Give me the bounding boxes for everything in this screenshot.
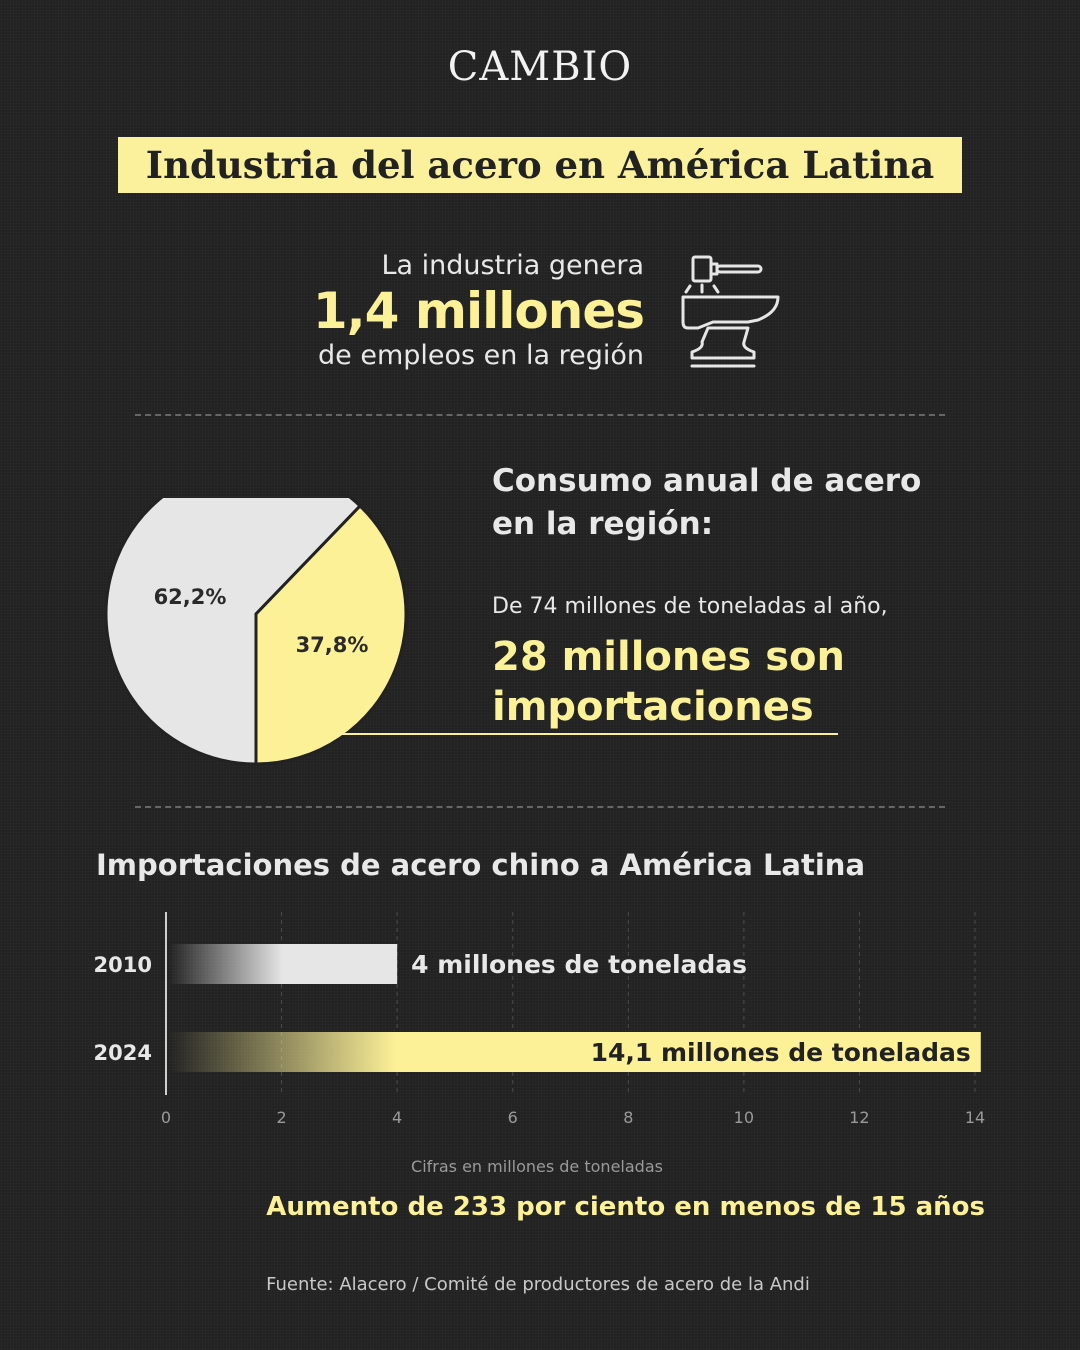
source-note: Fuente: Alacero / Comité de productores …: [266, 1274, 810, 1295]
increase-note: Aumento de 233 por ciento en menos de 15…: [266, 1192, 985, 1222]
consumption-pie-chart: 62,2% 37,8%: [104, 498, 408, 766]
bar-chart-title: Importaciones de acero chino a América L…: [96, 848, 866, 882]
x-tick-label: 14: [965, 1108, 985, 1127]
category-label-2010: 2010: [94, 953, 152, 977]
category-label-2024: 2024: [94, 1041, 152, 1065]
consumption-underline: [330, 733, 838, 735]
consumption-title: Consumo anual de acero en la región:: [492, 463, 922, 542]
pie-label: 37,8%: [296, 633, 369, 657]
consumption-text: De 74 millones de toneladas al año,: [492, 594, 888, 619]
anvil-hammer-icon: [681, 255, 780, 368]
pie-slice-37,8%: [254, 503, 408, 766]
axis-note: Cifras en millones de toneladas: [411, 1157, 663, 1176]
pie-label: 62,2%: [154, 585, 227, 609]
employment-line1: La industria genera: [381, 250, 644, 281]
bar-2010: [169, 944, 398, 984]
x-tick-label: 4: [392, 1108, 402, 1127]
value-label-2010: 4 millones de toneladas: [411, 950, 747, 979]
employment-highlight: 1,4 millones: [312, 282, 645, 340]
x-tick-label: 10: [734, 1108, 754, 1127]
page-title: Industria del acero en América Latina: [118, 137, 962, 193]
section-divider-2: [135, 806, 945, 808]
value-label-2024: 14,1 millones de toneladas: [591, 1038, 971, 1067]
employment-line3: de empleos en la región: [318, 340, 644, 371]
x-tick-label: 8: [623, 1108, 633, 1127]
bar-2024: [169, 1032, 981, 1072]
brand-logo: CAMBIO: [447, 44, 633, 90]
x-tick-label: 0: [161, 1108, 171, 1127]
x-tick-label: 6: [508, 1108, 518, 1127]
x-tick-label: 2: [276, 1108, 286, 1127]
section-divider-1: [135, 414, 945, 416]
pie-slice-62,2%: [104, 498, 363, 766]
x-tick-label: 12: [849, 1108, 869, 1127]
consumption-highlight: 28 millones son importaciones: [492, 634, 845, 730]
